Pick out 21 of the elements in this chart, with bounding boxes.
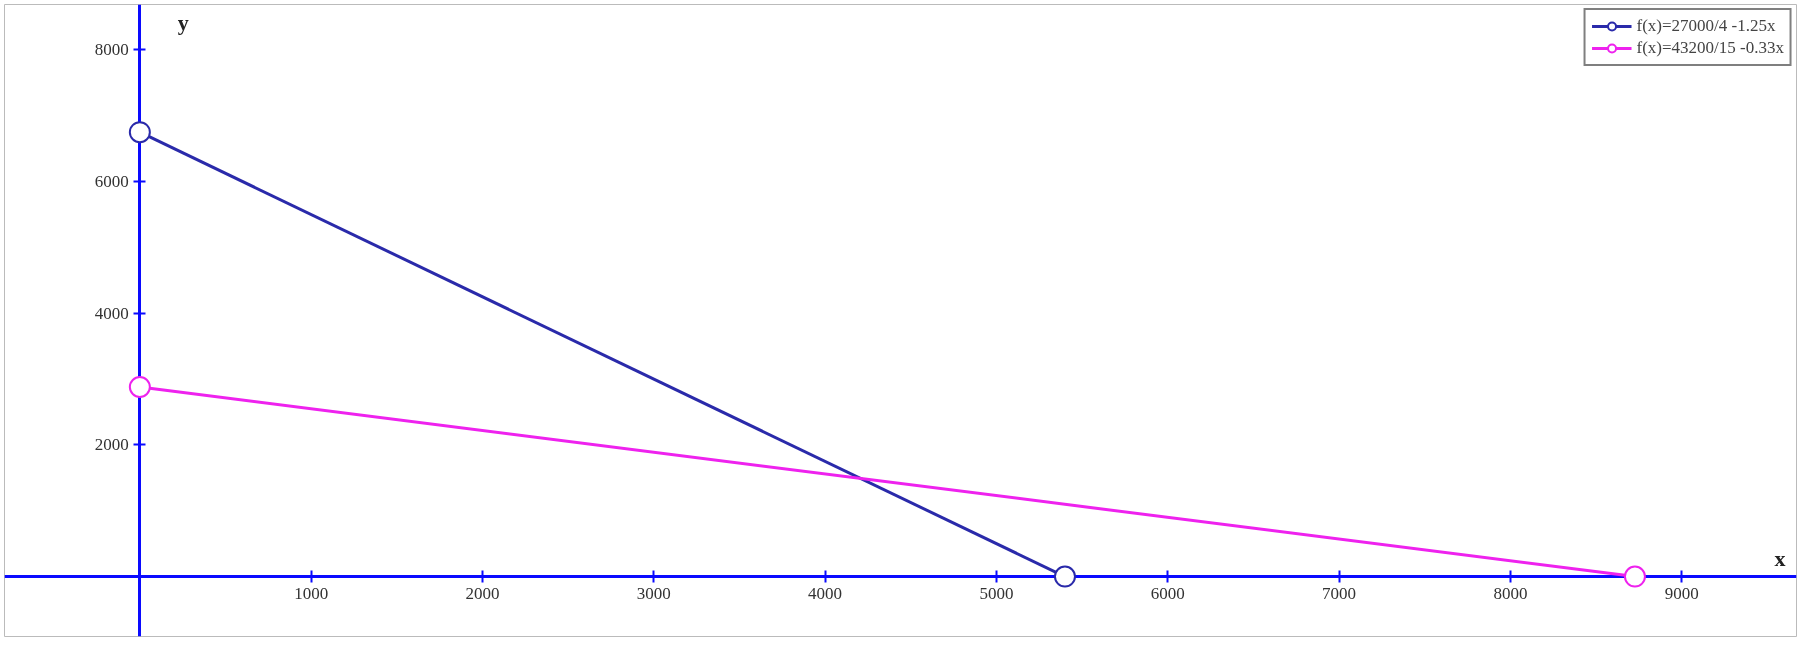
x-tick-label: 7000 (1322, 583, 1357, 603)
x-tick-label: 3000 (636, 583, 671, 603)
y-tick-label: 8000 (94, 40, 129, 60)
legend-label: f(x)=43200/15 -0.33x (1636, 38, 1784, 58)
point (1053, 565, 1076, 588)
x-tick-label: 6000 (1150, 583, 1185, 603)
point (128, 121, 151, 144)
legend-label: f(x)=27000/4 -1.25x (1636, 16, 1776, 36)
y-tick-label: 6000 (94, 172, 129, 192)
y-tick-label: 2000 (94, 435, 129, 455)
x-tick-label: 2000 (465, 583, 500, 603)
x-tick-label: 8000 (1493, 583, 1528, 603)
x-tick-label: 5000 (979, 583, 1014, 603)
y-axis-title: y (177, 9, 189, 35)
point (1623, 565, 1646, 588)
point (128, 376, 151, 398)
x-axis-title: x (1774, 545, 1786, 571)
x-tick-label: 4000 (808, 583, 843, 603)
y-tick-label: 4000 (94, 303, 129, 323)
x-tick-label: 9000 (1664, 583, 1699, 603)
x-tick-label: 1000 (294, 583, 329, 603)
